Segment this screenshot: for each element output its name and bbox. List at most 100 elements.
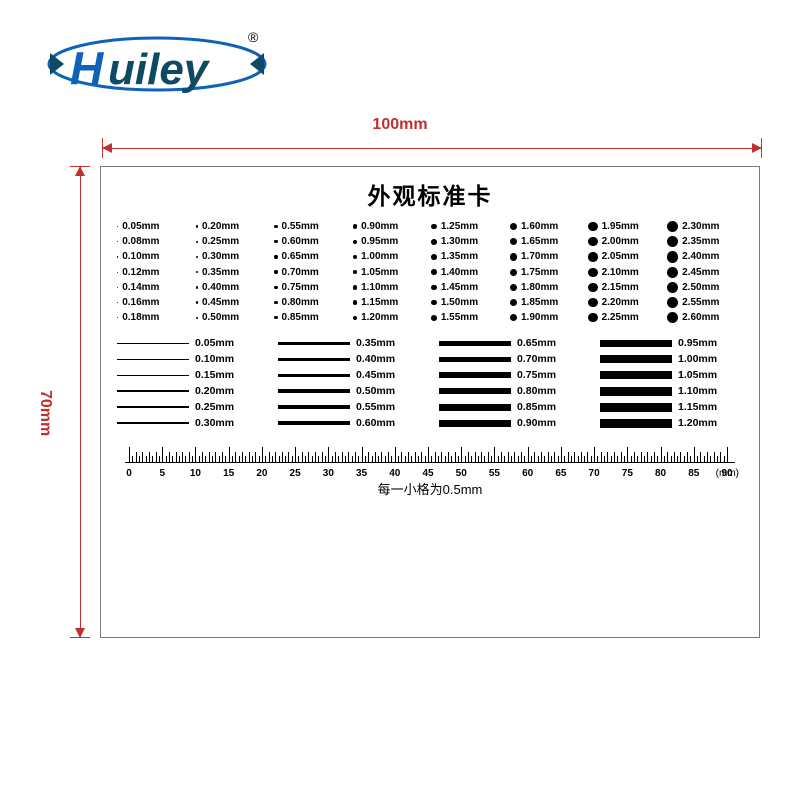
dot-cell: 2.25mm <box>588 312 664 323</box>
dot-cell: 0.14mm <box>117 282 193 293</box>
dot-cell: 1.80mm <box>510 282 586 293</box>
line-label: 0.65mm <box>517 337 556 349</box>
ruler-unit: (mm) <box>716 468 739 479</box>
dot-label: 0.30mm <box>202 251 239 262</box>
ruler-tick-label: 10 <box>190 468 201 479</box>
dot-cell: 0.25mm <box>196 236 272 247</box>
dot-cell: 1.50mm <box>431 297 507 308</box>
dot-icon <box>353 270 357 274</box>
dot-icon <box>510 223 517 230</box>
dot-cell: 0.65mm <box>274 251 350 262</box>
dot-label: 0.40mm <box>202 282 239 293</box>
dot-cell: 0.18mm <box>117 312 193 323</box>
dot-cell: 2.10mm <box>588 267 664 278</box>
line-sample <box>117 406 189 408</box>
dot-label: 1.50mm <box>441 297 478 308</box>
dot-cell: 0.20mm <box>196 221 272 232</box>
dot-cell: 0.80mm <box>274 297 350 308</box>
dot-icon <box>117 317 118 318</box>
brand-logo: H uiley ® <box>42 28 282 102</box>
dot-icon <box>667 312 678 323</box>
line-label: 0.70mm <box>517 353 556 365</box>
card-title: 外观标准卡 <box>117 177 743 211</box>
dot-icon <box>274 225 277 228</box>
line-sample <box>278 405 350 409</box>
reference-card: 外观标准卡 0.05mm0.20mm0.55mm0.90mm1.25mm1.60… <box>100 166 760 638</box>
line-cell: 1.10mm <box>600 385 743 397</box>
line-cell: 0.15mm <box>117 369 260 381</box>
line-cell: 0.50mm <box>278 385 421 397</box>
dot-icon <box>667 282 678 293</box>
line-label: 1.10mm <box>678 385 717 397</box>
dot-icon <box>431 300 437 306</box>
dot-cell: 1.75mm <box>510 267 586 278</box>
line-cell: 0.95mm <box>600 337 743 349</box>
dot-size-grid: 0.05mm0.20mm0.55mm0.90mm1.25mm1.60mm1.95… <box>117 221 743 323</box>
dot-cell: 0.30mm <box>196 251 272 262</box>
line-label: 0.50mm <box>356 385 395 397</box>
line-cell: 1.05mm <box>600 369 743 381</box>
line-sample <box>117 375 189 376</box>
dot-label: 2.15mm <box>602 282 639 293</box>
dot-icon <box>353 316 357 320</box>
dot-row: 0.18mm0.50mm0.85mm1.20mm1.55mm1.90mm2.25… <box>117 312 743 323</box>
svg-text:uiley: uiley <box>108 45 211 94</box>
dot-icon <box>510 253 517 260</box>
line-column: 0.35mm0.40mm0.45mm0.50mm0.55mm0.60mm <box>278 337 421 429</box>
dot-label: 0.35mm <box>202 267 239 278</box>
dot-label: 1.25mm <box>441 221 478 232</box>
dot-cell: 1.65mm <box>510 236 586 247</box>
dot-icon <box>588 268 597 277</box>
line-cell: 1.15mm <box>600 401 743 413</box>
line-label: 1.15mm <box>678 401 717 413</box>
dot-label: 0.60mm <box>282 236 319 247</box>
line-label: 0.80mm <box>517 385 556 397</box>
ruler-tick-label: 55 <box>489 468 500 479</box>
ruler-tick-label: 85 <box>688 468 699 479</box>
line-cell: 0.05mm <box>117 337 260 349</box>
line-cell: 0.90mm <box>439 417 582 429</box>
line-cell: 0.65mm <box>439 337 582 349</box>
dot-label: 1.65mm <box>521 236 558 247</box>
ruler-tick-label: 15 <box>223 468 234 479</box>
svg-text:®: ® <box>248 29 259 45</box>
ruler-tick-label: 5 <box>159 468 165 479</box>
dot-cell: 1.60mm <box>510 221 586 232</box>
ruler-tick-label: 60 <box>522 468 533 479</box>
line-label: 0.90mm <box>517 417 556 429</box>
dot-cell: 1.55mm <box>431 312 507 323</box>
dot-cell: 0.08mm <box>117 236 193 247</box>
line-cell: 0.60mm <box>278 417 421 429</box>
ruler-tick-label: 40 <box>389 468 400 479</box>
dot-icon <box>196 241 198 243</box>
dot-icon <box>196 301 198 303</box>
line-sample <box>278 421 350 425</box>
dot-icon <box>274 286 277 289</box>
line-sample <box>278 374 350 377</box>
dot-cell: 1.05mm <box>353 267 429 278</box>
ruler-tick-label: 30 <box>323 468 334 479</box>
line-label: 1.00mm <box>678 353 717 365</box>
width-dimension-label: 100mm <box>0 116 800 134</box>
line-cell: 0.20mm <box>117 385 260 397</box>
line-cell: 0.80mm <box>439 385 582 397</box>
line-sample <box>117 422 189 424</box>
dot-icon <box>667 236 678 247</box>
dot-row: 0.10mm0.30mm0.65mm1.00mm1.35mm1.70mm2.05… <box>117 251 743 262</box>
dot-label: 1.40mm <box>441 267 478 278</box>
dot-icon <box>510 284 517 291</box>
dot-label: 0.20mm <box>202 221 239 232</box>
dot-icon <box>353 300 357 304</box>
line-sample <box>600 419 672 428</box>
dot-cell: 2.55mm <box>667 297 743 308</box>
dot-label: 2.55mm <box>682 297 719 308</box>
ruler-tick-label: 45 <box>422 468 433 479</box>
dot-cell: 1.30mm <box>431 236 507 247</box>
ruler-tick-label: 35 <box>356 468 367 479</box>
dot-label: 0.08mm <box>122 236 159 247</box>
line-cell: 0.10mm <box>117 353 260 365</box>
dot-label: 0.70mm <box>282 267 319 278</box>
dot-cell: 0.12mm <box>117 267 193 278</box>
dot-cell: 1.00mm <box>353 251 429 262</box>
line-sample <box>117 359 189 360</box>
